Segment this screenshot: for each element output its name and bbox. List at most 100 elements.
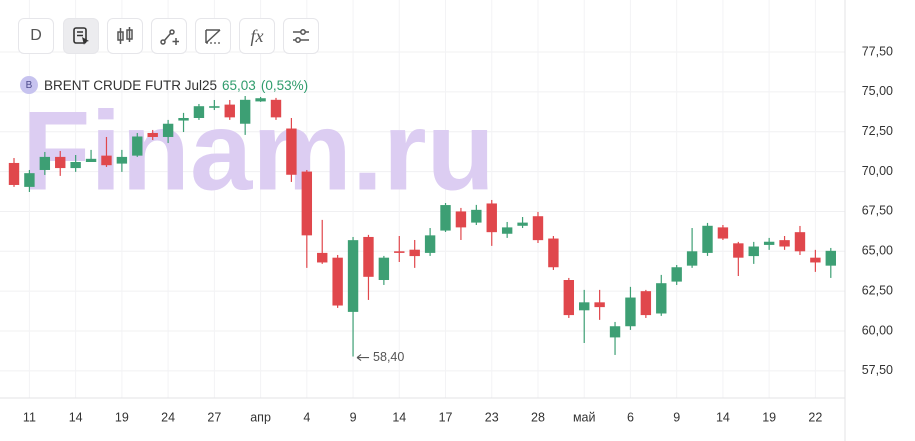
cursor-button[interactable] (63, 18, 99, 54)
candle-body (209, 106, 220, 108)
candle-body (563, 280, 575, 316)
y-tick-label: 65,00 (862, 244, 893, 258)
candle-body (517, 222, 528, 226)
candle-body (147, 132, 158, 137)
candle-body (255, 98, 266, 102)
icon (205, 29, 221, 44)
candle-body (486, 203, 497, 233)
icon (160, 29, 179, 45)
interval-label: D (30, 27, 42, 44)
candle-body (702, 225, 713, 253)
y-tick-label: 62,50 (862, 283, 893, 297)
candle-body (763, 241, 775, 245)
annotation-arrow (356, 354, 370, 361)
x-tick-label: апр (250, 410, 271, 424)
draw-button[interactable] (151, 18, 187, 54)
fib-button[interactable] (195, 18, 231, 54)
candle-body (440, 205, 451, 231)
candle-body (301, 171, 313, 236)
annotation-label: 58,40 (373, 350, 404, 364)
candle-body (193, 106, 205, 118)
y-tick-label: 75,00 (862, 84, 893, 98)
candle-body (8, 162, 20, 185)
price-change: (0,53%) (260, 77, 309, 93)
candle-body (394, 251, 405, 253)
candle-body (162, 123, 174, 137)
indicators-label: fx (250, 25, 264, 46)
x-tick-label: 9 (673, 410, 680, 424)
x-tick-label: 4 (303, 410, 310, 424)
y-tick-label: 77,50 (862, 44, 893, 58)
y-tick-label: 67,50 (862, 204, 893, 218)
candle-body (224, 104, 235, 118)
candle-body (779, 240, 790, 247)
candle-body (794, 232, 806, 252)
badge: B (20, 76, 38, 94)
candle-body (671, 267, 682, 282)
candle-body (656, 283, 667, 314)
x-tick-label: 24 (161, 410, 175, 424)
candle-body (424, 235, 436, 253)
x-tick-label: 19 (115, 410, 129, 424)
candle-body (748, 246, 759, 257)
x-tick-label: 14 (716, 410, 730, 424)
icon (117, 27, 133, 44)
candle-body (609, 326, 621, 338)
candle-body (24, 173, 35, 187)
candle-body (455, 211, 467, 228)
candle-body (132, 136, 143, 156)
x-tick-label: 9 (350, 410, 357, 424)
candle-body (810, 257, 821, 263)
legend: B BRENT CRUDE FUTR Jul25 65,03 (0,53%) (20, 76, 308, 94)
candle-body (640, 291, 652, 316)
y-tick-label: 72,50 (862, 124, 893, 138)
last-price: 65,03 (222, 77, 256, 93)
settings-button[interactable] (283, 18, 319, 54)
candle-body (825, 250, 836, 266)
candle-body (471, 209, 482, 223)
icon (73, 27, 89, 45)
candle-body (717, 227, 729, 239)
candle-body (579, 302, 590, 311)
x-tick-label: 22 (808, 410, 822, 424)
candle-body (270, 99, 282, 118)
icon (293, 29, 309, 43)
candle-body (317, 252, 328, 263)
candle-body (239, 99, 251, 124)
watermark: Finam.ru (22, 89, 495, 214)
x-tick-label: 23 (485, 410, 499, 424)
x-tick-label: 6 (627, 410, 634, 424)
candle-body (409, 249, 420, 257)
candle-body (55, 156, 66, 169)
x-tick-label: 19 (762, 410, 776, 424)
candle-body (116, 156, 128, 164)
x-tick-label: 14 (392, 410, 406, 424)
candle-body (378, 257, 390, 281)
candle-body (347, 240, 359, 312)
candle-body (548, 238, 559, 268)
candle-body (686, 251, 698, 266)
x-tick-label: май (573, 410, 596, 424)
candle-body (85, 158, 97, 163)
candle-body (39, 156, 51, 170)
candle-body (332, 257, 343, 306)
interval-button[interactable]: D (18, 18, 54, 54)
candle-body (594, 302, 605, 308)
chart-type-button[interactable] (107, 18, 143, 54)
candle-body (501, 227, 513, 234)
x-tick-label: 27 (207, 410, 221, 424)
candle-body (532, 216, 544, 241)
x-tick-label: 11 (23, 410, 36, 424)
candle-body (733, 243, 744, 258)
candle-body (70, 162, 81, 169)
candle-body (286, 128, 297, 175)
candle-body (178, 117, 189, 121)
y-tick-label: 60,00 (862, 323, 893, 337)
indicators-button[interactable]: fx (239, 18, 275, 54)
x-tick-label: 28 (531, 410, 545, 424)
candle-body (363, 236, 374, 277)
x-tick-label: 17 (439, 410, 453, 424)
y-tick-label: 70,00 (862, 164, 893, 178)
